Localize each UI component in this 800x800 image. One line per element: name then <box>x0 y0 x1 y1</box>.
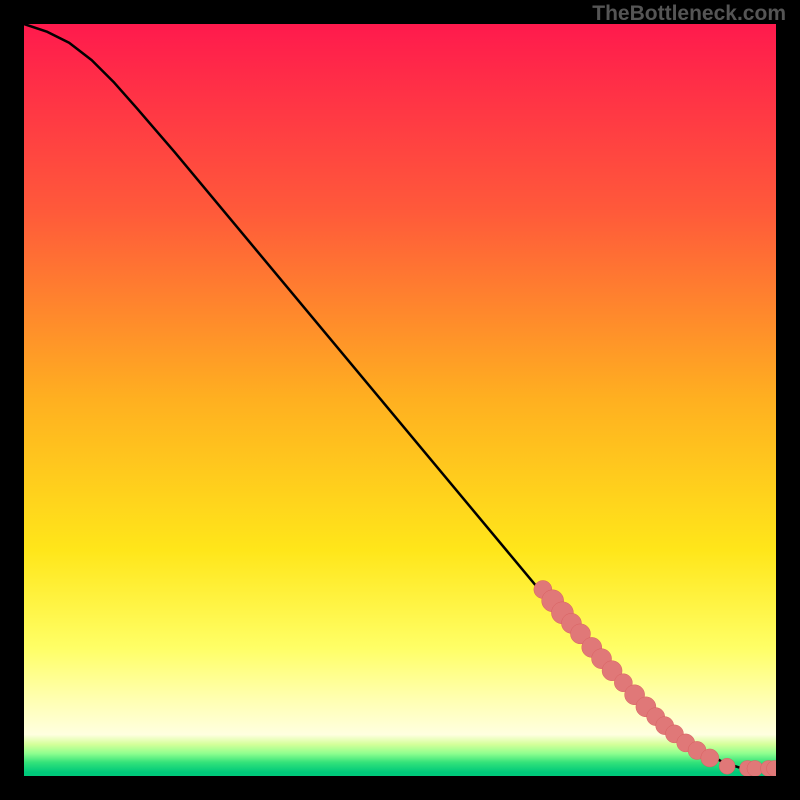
data-marker <box>701 749 719 767</box>
plot-area <box>24 24 776 776</box>
gradient-background <box>24 24 776 776</box>
chart-container: TheBottleneck.com <box>0 0 800 800</box>
data-marker <box>719 758 735 774</box>
watermark-text: TheBottleneck.com <box>592 2 786 26</box>
